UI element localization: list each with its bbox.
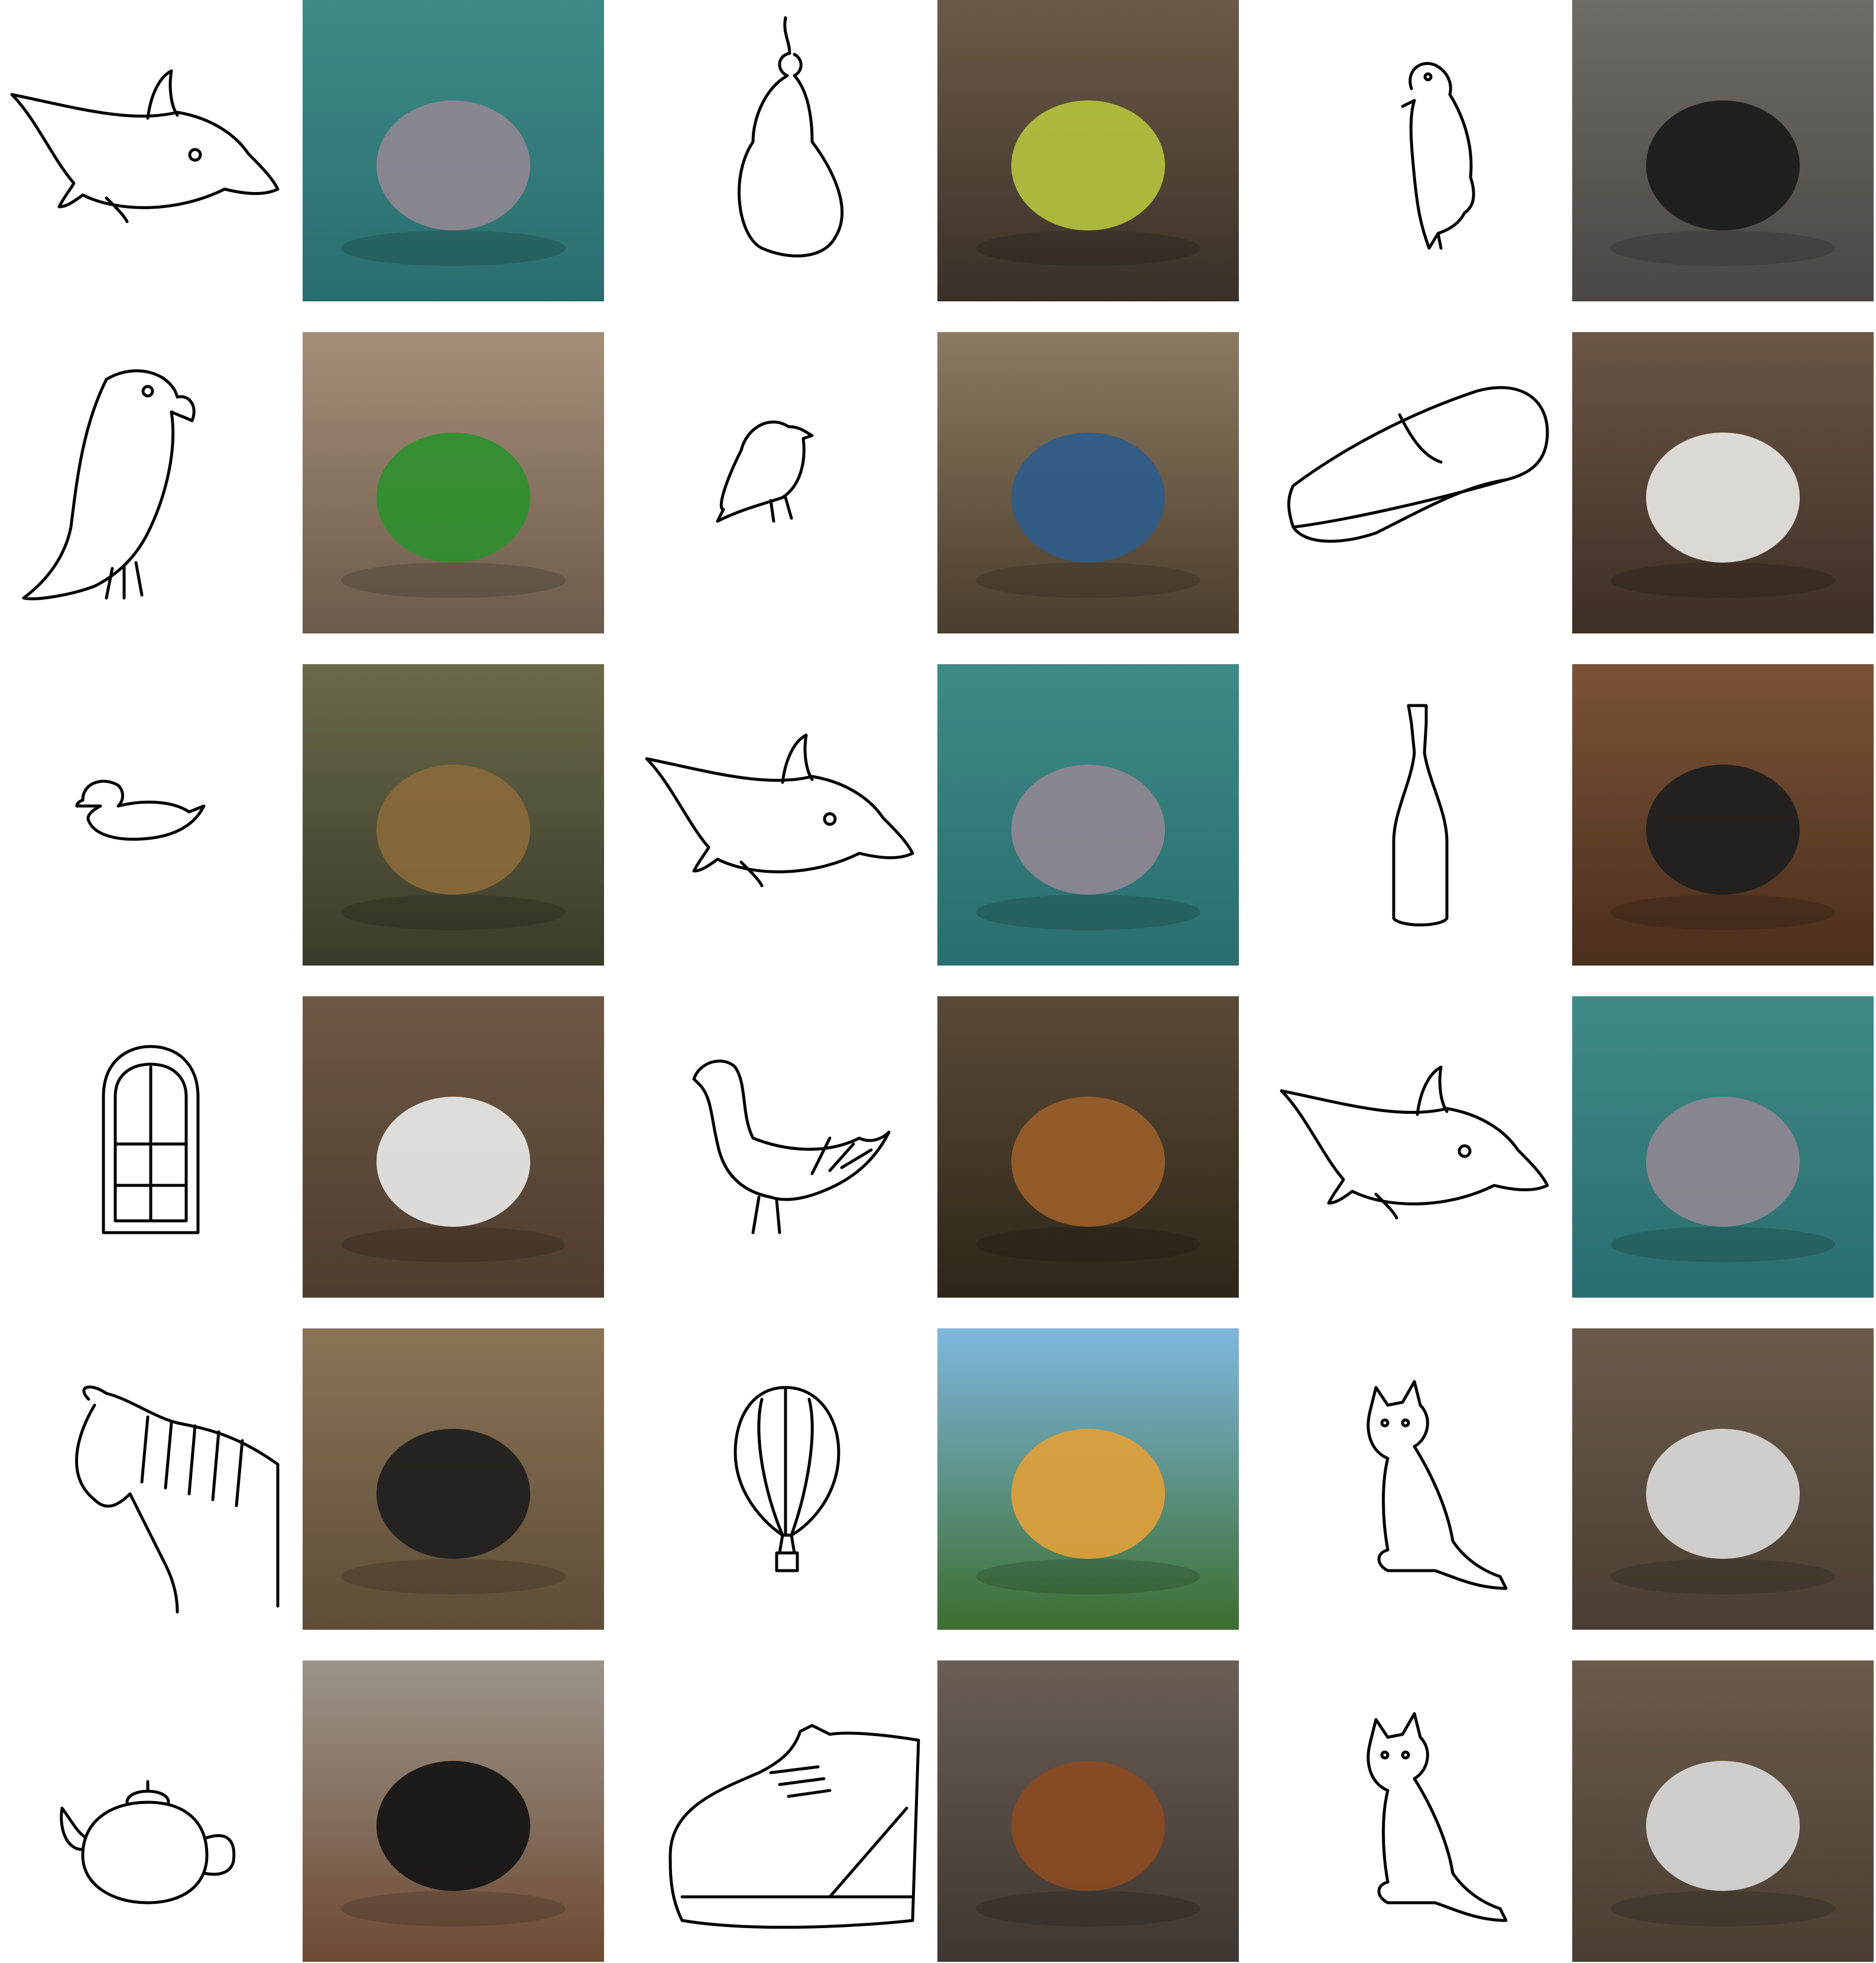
wine-bottle-photo <box>1572 664 1874 966</box>
chicken-sketch-drawing <box>692 1060 891 1234</box>
window-sketch <box>0 996 301 1298</box>
window-photo-image <box>303 996 604 1298</box>
pear-photo-image <box>937 0 1239 301</box>
chicken-photo-image <box>937 996 1239 1298</box>
dolphin-photo-image <box>303 0 604 301</box>
wine-bottle-sketch <box>1270 664 1571 966</box>
dolphin-photo-image <box>1572 996 1874 1298</box>
dolphin-photo <box>937 664 1239 966</box>
pear-photo <box>937 0 1239 301</box>
teapot-sketch <box>0 1660 301 1962</box>
cat-photo-image <box>1572 1660 1874 1962</box>
cat-sketch-drawing <box>1367 1380 1508 1590</box>
zebra-sketch <box>0 1328 301 1630</box>
penguin-sketch-drawing <box>1401 61 1475 250</box>
duck-sketch-drawing <box>75 779 206 841</box>
duck-photo-image <box>303 664 604 966</box>
hot-air-balloon-photo-image <box>937 1328 1239 1630</box>
zebra-photo-image <box>303 1328 604 1630</box>
dolphin-photo-image <box>937 664 1239 966</box>
teapot-photo <box>303 1660 604 1962</box>
hot-air-balloon-photo <box>937 1328 1239 1630</box>
duck-sketch <box>0 664 301 966</box>
songbird-photo <box>937 332 1239 633</box>
dolphin-sketch <box>635 664 936 966</box>
parrot-photo <box>303 332 604 633</box>
songbird-sketch-drawing <box>716 420 814 523</box>
parrot-sketch-drawing <box>22 369 196 600</box>
dolphin-sketch-drawing <box>645 733 914 888</box>
chicken-sketch <box>635 996 936 1298</box>
hot-air-balloon-sketch <box>635 1328 936 1630</box>
pear-sketch-drawing <box>737 16 843 258</box>
songbird-sketch <box>635 332 936 633</box>
dolphin-sketch <box>1270 996 1571 1298</box>
pear-sketch <box>635 0 936 301</box>
zebra-photo <box>303 1328 604 1630</box>
duck-photo <box>303 664 604 966</box>
teapot-sketch-drawing <box>60 1780 236 1904</box>
penguin-sketch <box>1270 0 1571 301</box>
window-photo <box>303 996 604 1298</box>
cat-photo-image <box>1572 1328 1874 1630</box>
dolphin-photo <box>1572 996 1874 1298</box>
hot-air-balloon-sketch-drawing <box>733 1386 840 1572</box>
cat-sketch <box>1270 1328 1571 1630</box>
shoe-sketch-drawing <box>1287 386 1549 543</box>
teapot-photo-image <box>303 1660 604 1962</box>
cat-sketch-drawing <box>1367 1712 1508 1922</box>
dolphin-sketch-drawing <box>1280 1065 1549 1220</box>
shoe-photo <box>1572 332 1874 633</box>
cat-photo <box>1572 1660 1874 1962</box>
boot-sketch-drawing <box>668 1724 920 1929</box>
cat-photo <box>1572 1328 1874 1630</box>
dolphin-sketch <box>0 0 301 301</box>
cat-sketch <box>1270 1660 1571 1962</box>
parrot-photo-image <box>303 332 604 633</box>
zebra-sketch-drawing <box>75 1385 280 1614</box>
penguin-photo <box>1572 0 1874 301</box>
shoe-sketch <box>1270 332 1571 633</box>
dolphin-sketch-drawing <box>10 69 280 223</box>
boot-photo <box>937 1660 1239 1962</box>
boot-sketch <box>635 1660 936 1962</box>
boot-photo-image <box>937 1660 1239 1962</box>
shoe-photo-image <box>1572 332 1874 633</box>
window-sketch-drawing <box>102 1045 200 1234</box>
wine-bottle-photo-image <box>1572 664 1874 966</box>
penguin-photo-image <box>1572 0 1874 301</box>
wine-bottle-sketch-drawing <box>1392 704 1449 927</box>
parrot-sketch <box>0 332 301 633</box>
chicken-photo <box>937 996 1239 1298</box>
songbird-photo-image <box>937 332 1239 633</box>
dolphin-photo <box>303 0 604 301</box>
